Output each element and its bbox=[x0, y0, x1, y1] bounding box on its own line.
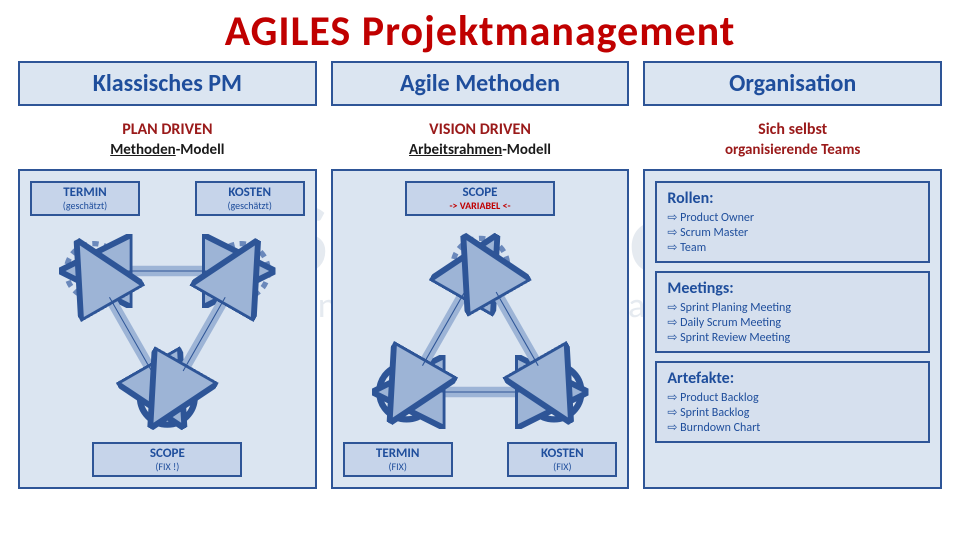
list-item: Sprint Review Meeting bbox=[667, 330, 918, 345]
model-under-classical: Methoden bbox=[110, 141, 176, 159]
driven-org: Sich selbst bbox=[643, 120, 942, 139]
triangle-agile bbox=[333, 171, 628, 497]
page-title: AGILES Projektmanagement bbox=[0, 0, 960, 61]
list-item: Scrum Master bbox=[667, 225, 918, 240]
driven-classical: PLAN DRIVEN bbox=[18, 120, 317, 139]
col-org: Organisation Sich selbst organisierende … bbox=[643, 61, 942, 489]
col-header-classical: Klassisches PM bbox=[18, 61, 317, 106]
model-rest-classical: -Modell bbox=[176, 141, 225, 159]
list-item: Sprint Planing Meeting bbox=[667, 300, 918, 315]
list-item: Sprint Backlog bbox=[667, 405, 918, 420]
org-box-meetings: Meetings: Sprint Planing Meeting Daily S… bbox=[655, 271, 930, 353]
org-box-rollen: Rollen: Product Owner Scrum Master Team bbox=[655, 181, 930, 263]
list-item: Product Owner bbox=[667, 210, 918, 225]
panel-classical: TERMIN (geschätzt) KOSTEN (geschätzt) SC… bbox=[18, 169, 317, 489]
org-box-artefakte-list: Product Backlog Sprint Backlog Burndown … bbox=[667, 390, 918, 435]
driven-agile: VISION DRIVEN bbox=[331, 120, 630, 139]
list-item: Daily Scrum Meeting bbox=[667, 315, 918, 330]
list-item: Product Backlog bbox=[667, 390, 918, 405]
col-header-agile: Agile Methoden bbox=[331, 61, 630, 106]
model-classical: Methoden-Modell bbox=[18, 141, 317, 159]
col-classical: Klassisches PM PLAN DRIVEN Methoden-Mode… bbox=[18, 61, 317, 489]
list-item: Burndown Chart bbox=[667, 420, 918, 435]
col-agile: Agile Methoden VISION DRIVEN Arbeitsrahm… bbox=[331, 61, 630, 489]
org-box-meetings-list: Sprint Planing Meeting Daily Scrum Meeti… bbox=[667, 300, 918, 345]
org-box-meetings-title: Meetings: bbox=[667, 279, 918, 298]
list-item: Team bbox=[667, 240, 918, 255]
model-agile: Arbeitsrahmen-Modell bbox=[331, 141, 630, 159]
panel-org: Rollen: Product Owner Scrum Master Team … bbox=[643, 169, 942, 489]
model-rest-agile: -Modell bbox=[502, 141, 551, 159]
org-box-rollen-title: Rollen: bbox=[667, 189, 918, 208]
org-box-artefakte: Artefakte: Product Backlog Sprint Backlo… bbox=[655, 361, 930, 443]
panel-agile: SCOPE -> VARIABEL <- TERMIN (FIX) KOSTEN… bbox=[331, 169, 630, 489]
org-box-rollen-list: Product Owner Scrum Master Team bbox=[667, 210, 918, 255]
col-header-org: Organisation bbox=[643, 61, 942, 106]
org-box-artefakte-title: Artefakte: bbox=[667, 369, 918, 388]
columns: Klassisches PM PLAN DRIVEN Methoden-Mode… bbox=[0, 61, 960, 489]
driven-org2: organisierende Teams bbox=[643, 141, 942, 159]
model-under-agile: Arbeitsrahmen bbox=[409, 141, 502, 159]
triangle-classical bbox=[20, 171, 315, 497]
